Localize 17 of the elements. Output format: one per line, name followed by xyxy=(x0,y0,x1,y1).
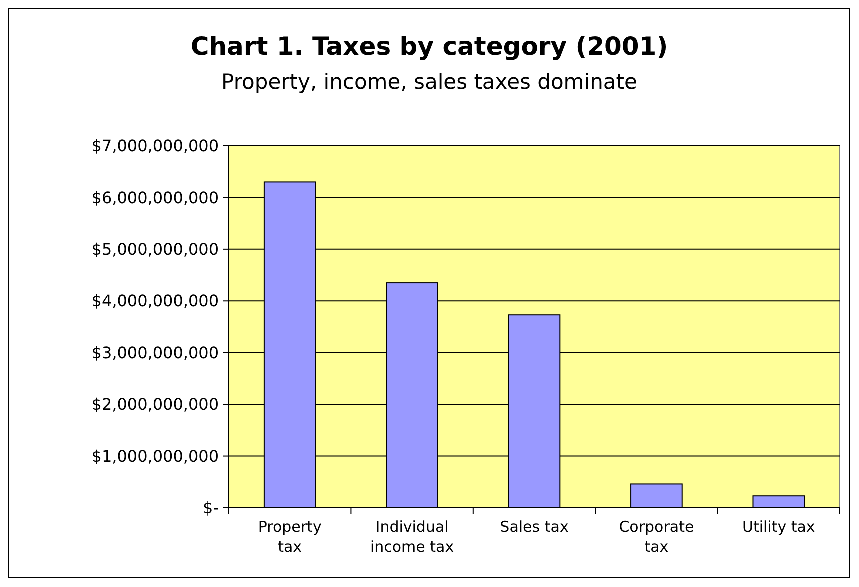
x-tick-label: Sales tax xyxy=(500,518,569,536)
x-tick-label: Property tax xyxy=(258,518,322,556)
x-tick-label: Corporate tax xyxy=(619,518,694,556)
bar xyxy=(752,496,806,508)
chart-title: Chart 1. Taxes by category (2001) xyxy=(190,32,668,61)
y-tick-label: $1,000,000,000 xyxy=(92,446,219,466)
y-tick-label: $7,000,000,000 xyxy=(92,136,219,156)
x-tick-label: Individual income tax xyxy=(370,518,454,556)
chart-subtitle: Property, income, sales taxes dominate xyxy=(222,70,638,94)
y-tick-label: $- xyxy=(203,498,219,518)
x-tick-label: Utility tax xyxy=(742,518,816,536)
bar xyxy=(630,484,683,508)
y-tick-label: $2,000,000,000 xyxy=(92,395,219,414)
y-tick-label: $5,000,000,000 xyxy=(92,240,219,260)
y-tick-label: $6,000,000,000 xyxy=(92,188,219,208)
y-tick-label: $3,000,000,000 xyxy=(92,343,219,362)
y-tick-label: $4,000,000,000 xyxy=(92,292,219,311)
